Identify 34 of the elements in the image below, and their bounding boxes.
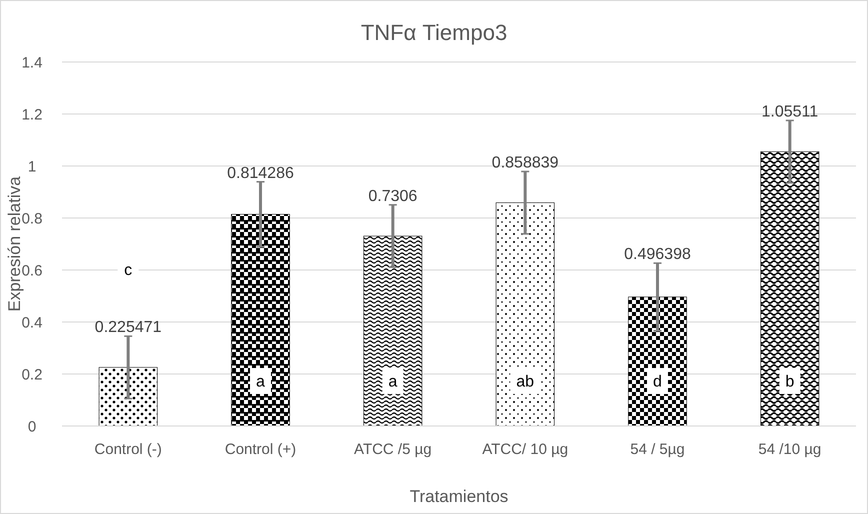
x-tick-label: Control (-) bbox=[94, 441, 162, 458]
y-tick-label: 0 bbox=[28, 418, 36, 436]
data-label: 0.858839 bbox=[492, 154, 559, 172]
annotation: d bbox=[653, 374, 662, 391]
annotation: a bbox=[256, 374, 266, 391]
y-tick-label: 0.6 bbox=[22, 262, 42, 280]
x-tick-label: ATCC/ 10 µg bbox=[482, 441, 568, 458]
data-label: 0.814286 bbox=[227, 164, 294, 182]
y-tick-label: 1.4 bbox=[22, 54, 42, 72]
annotation: ab bbox=[516, 374, 534, 391]
data-label: 0.496398 bbox=[624, 246, 691, 264]
data-label: 1.05511 bbox=[762, 103, 818, 120]
x-tick-label: Control (+) bbox=[224, 441, 296, 458]
chart-title: TNFα Tiempo3 bbox=[360, 20, 508, 45]
y-tick-label: 0.2 bbox=[22, 366, 42, 384]
x-tick-label: 54 / 5µg bbox=[630, 441, 685, 458]
bar bbox=[760, 151, 820, 426]
data-label: 0.225471 bbox=[94, 319, 162, 336]
y-tick-label: 0.8 bbox=[22, 210, 42, 228]
annotation: a bbox=[388, 374, 398, 391]
bar bbox=[363, 236, 422, 426]
annotation: b bbox=[785, 374, 794, 391]
bar bbox=[628, 296, 687, 426]
bar bbox=[98, 367, 158, 426]
data-label: 0.7306 bbox=[368, 188, 418, 205]
y-tick-label: 0.4 bbox=[22, 314, 42, 332]
y-tick-label: 1.2 bbox=[22, 106, 42, 124]
x-tick-label: ATCC /5 µg bbox=[354, 441, 432, 458]
bar bbox=[231, 214, 290, 426]
x-axis-title: Tratamientos bbox=[410, 487, 508, 506]
x-tick-label: 54 /10 µg bbox=[758, 441, 822, 458]
annotation: c bbox=[124, 262, 132, 280]
y-tick-label: 1 bbox=[28, 158, 36, 176]
bar bbox=[496, 202, 555, 426]
